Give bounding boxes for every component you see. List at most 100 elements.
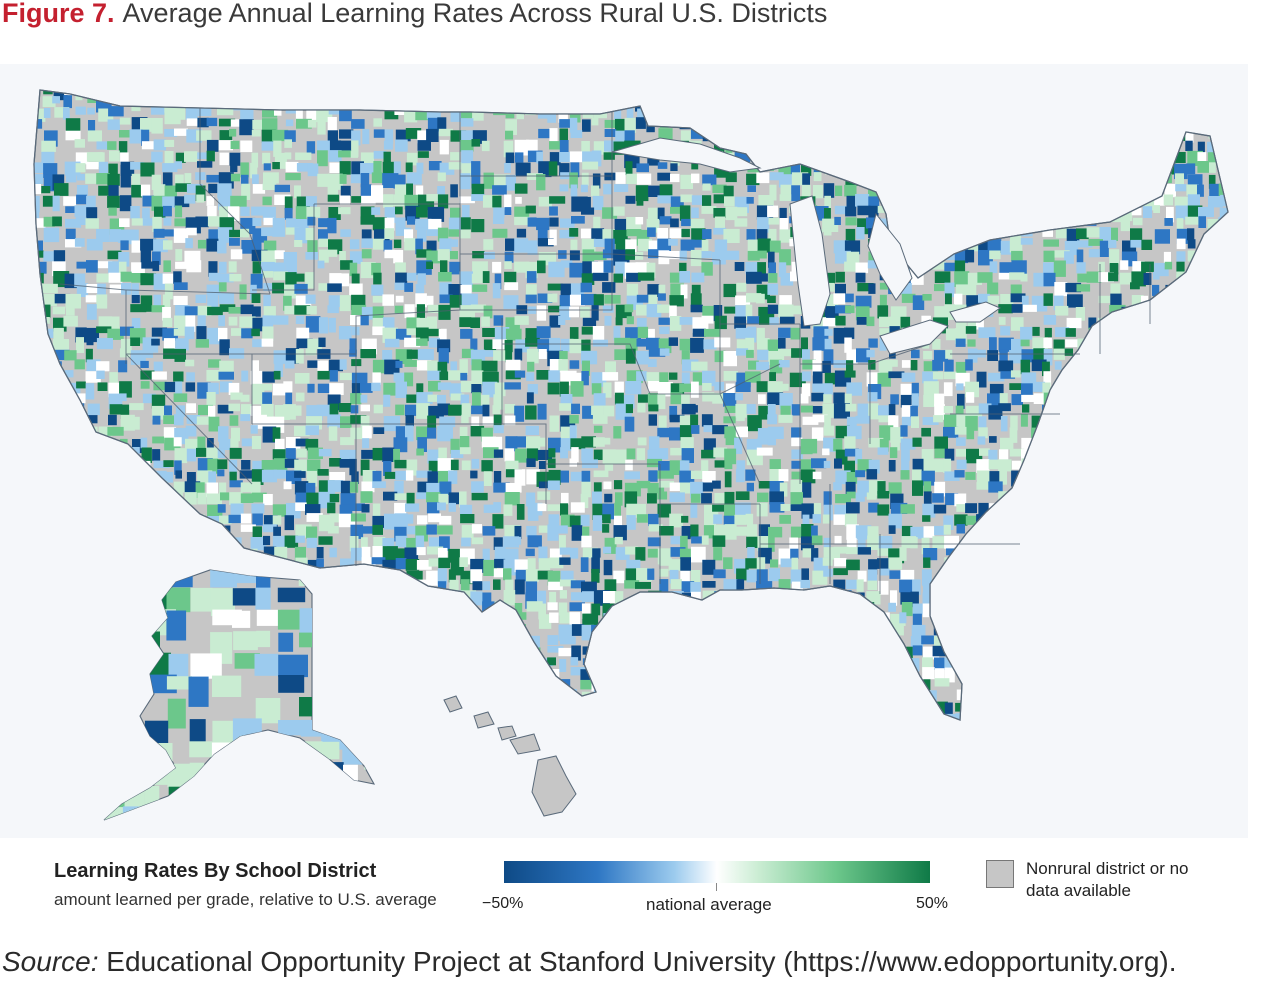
district-cell: [1099, 359, 1112, 371]
district-cell: [547, 713, 558, 720]
district-cell: [735, 403, 747, 418]
district-cell: [1219, 207, 1228, 220]
district-cell: [395, 470, 409, 481]
district-cell: [757, 713, 767, 720]
district-cell: [657, 491, 668, 500]
district-cell: [822, 403, 838, 418]
district-cell: [1207, 634, 1220, 648]
district-cell: [912, 613, 922, 626]
district-cell: [173, 559, 186, 568]
district-cell: [846, 502, 860, 514]
district-cell: [240, 414, 251, 422]
district-cell: [1209, 97, 1224, 111]
district-cell: [955, 328, 967, 345]
district-cell: [482, 680, 494, 696]
district-cell: [53, 250, 66, 266]
district-cell: [394, 282, 405, 290]
district-cell: [426, 656, 435, 666]
district-cell: [349, 624, 365, 632]
district-cell: [417, 701, 428, 710]
district-cell: [1198, 448, 1208, 460]
district-cell: [1130, 602, 1143, 614]
district-cell: [1120, 260, 1129, 270]
district-cell: [747, 547, 755, 559]
district-cell: [366, 697, 374, 724]
district-cell: [104, 586, 127, 616]
district-cell: [185, 382, 196, 392]
district-cell: [108, 458, 125, 471]
district-cell: [108, 272, 123, 283]
district-cell: [340, 480, 351, 496]
district-cell: [1097, 634, 1109, 642]
district-cell: [593, 294, 604, 306]
district-cell: [107, 601, 123, 609]
district-cell: [548, 261, 565, 278]
district-cell: [426, 240, 437, 254]
district-cell: [239, 470, 254, 479]
district-cell: [218, 546, 235, 558]
district-cell: [64, 370, 74, 378]
district-cell: [702, 613, 711, 630]
district-cell: [646, 612, 658, 627]
district-cell: [1185, 546, 1195, 556]
district-cell: [680, 284, 688, 299]
district-cell: [1207, 503, 1223, 515]
district-cell: [998, 700, 1006, 715]
district-cell: [240, 482, 254, 493]
district-cell: [360, 216, 375, 225]
district-cell: [624, 304, 634, 313]
district-cell: [307, 338, 322, 350]
district-cell: [878, 405, 893, 416]
district-cell: [548, 448, 556, 458]
district-cell: [582, 547, 599, 559]
district-cell: [515, 680, 527, 690]
district-cell: [186, 415, 200, 424]
district-cell: [1011, 174, 1024, 188]
district-cell: [692, 90, 709, 94]
district-cell: [1132, 108, 1141, 120]
district-cell: [85, 438, 95, 451]
district-cell: [746, 536, 763, 548]
district-cell: [42, 647, 57, 657]
district-cell: [250, 537, 267, 551]
district-cell: [273, 262, 286, 273]
district-cell: [1232, 602, 1243, 610]
district-cell: [197, 315, 206, 326]
district-cell: [977, 130, 990, 139]
district-cell: [1163, 251, 1171, 264]
district-cell: [823, 107, 833, 116]
district-cell: [614, 502, 621, 516]
district-cell: [1054, 106, 1064, 119]
district-cell: [648, 470, 658, 482]
district-cell: [1021, 349, 1035, 363]
district-cell: [307, 163, 319, 177]
district-cell: [1119, 161, 1129, 170]
district-cell: [284, 515, 294, 531]
district-cell: [1230, 340, 1238, 356]
district-cell: [879, 425, 894, 441]
district-cell: [767, 414, 778, 425]
district-cell: [976, 140, 989, 153]
district-cell: [1108, 436, 1124, 452]
district-cell: [278, 720, 303, 736]
district-cell: [593, 656, 603, 672]
district-cell: [1185, 680, 1198, 689]
district-cell: [459, 317, 472, 327]
district-cell: [679, 470, 695, 485]
district-cell: [1077, 119, 1088, 134]
district-cell: [571, 403, 580, 414]
district-cell: [405, 162, 413, 173]
district-cell: [108, 106, 124, 117]
district-cell: [34, 119, 43, 129]
district-cell: [767, 657, 782, 668]
district-cell: [299, 632, 331, 648]
district-cell: [1141, 295, 1149, 305]
district-cell: [252, 526, 262, 542]
district-cell: [834, 702, 842, 718]
district-cell: [42, 503, 51, 513]
district-cell: [823, 491, 832, 507]
district-cell: [220, 492, 233, 501]
district-cell: [129, 403, 144, 411]
district-cell: [107, 426, 124, 436]
district-cell: [613, 426, 622, 439]
